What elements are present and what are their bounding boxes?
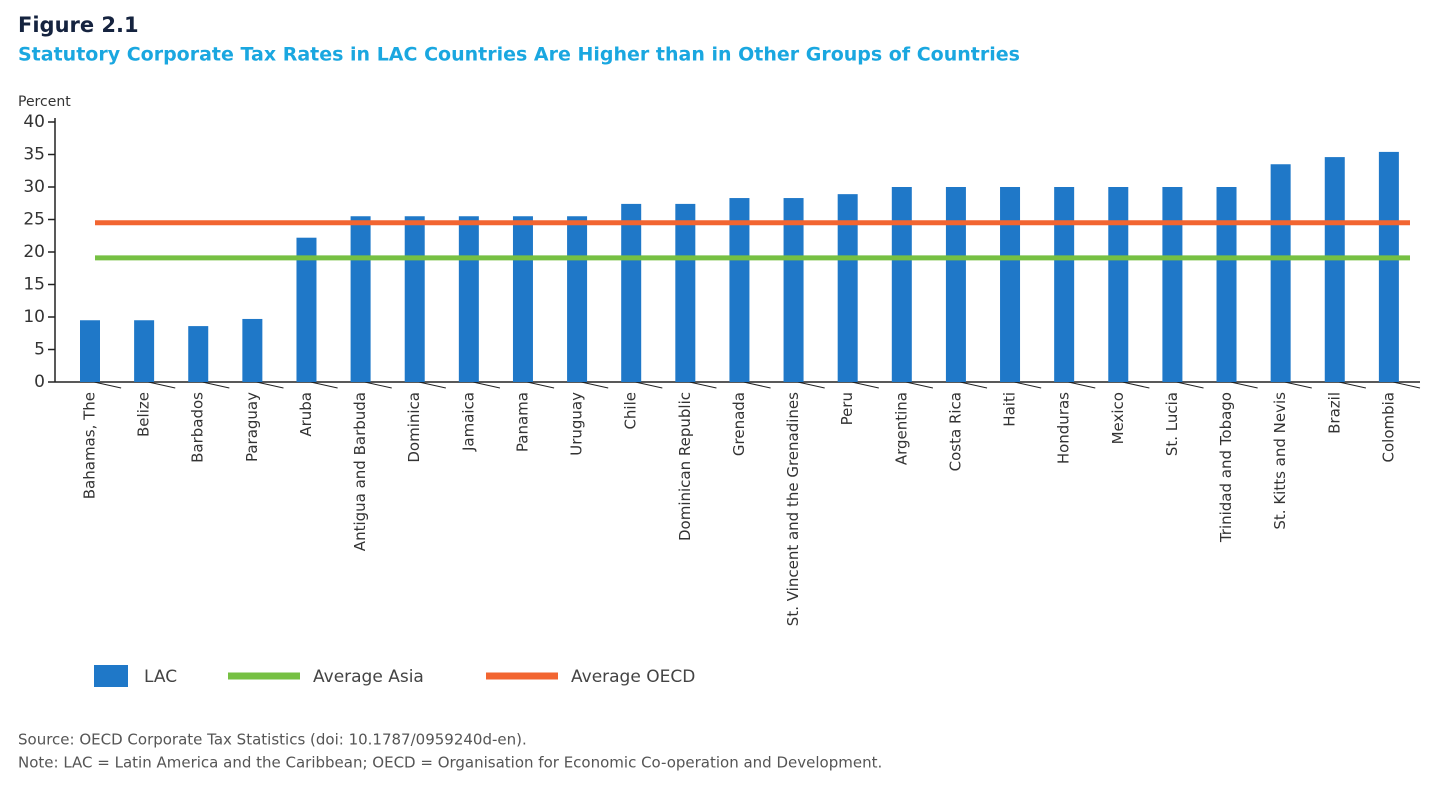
x-tick [526,381,555,389]
x-tick-label: Dominican Republic [676,392,694,541]
x-tick-label: St. Kitts and Nevis [1271,392,1289,530]
y-tick-label: 25 [23,210,45,230]
bar [945,187,966,382]
x-tick-label: Paraguay [243,392,261,462]
bar [1216,187,1237,382]
x-tick-label: Dominica [405,392,423,463]
x-tick-label: Antigua and Barbuda [351,392,369,551]
source: Source: OECD Corporate Tax Statistics (d… [18,731,527,749]
x-tick [1176,381,1204,389]
x-tick-label: Jamaica [459,392,477,452]
bar [242,318,263,382]
x-tick [905,381,934,389]
x-tick [202,381,230,389]
x-tick [418,381,446,389]
bar [1054,187,1075,382]
x-tick-label: St. Vincent and the Grenadines [784,392,802,626]
bar [675,203,696,382]
x-tick-label: Belize [135,392,153,437]
y-tick-label: 35 [23,145,45,165]
bar [1324,157,1345,382]
x-tick-label: Bahamas, The [81,392,99,499]
x-tick [148,381,176,389]
bar [567,216,588,382]
x-tick-label: Costa Rica [946,392,964,471]
bar [1162,187,1183,382]
x-tick [959,381,988,389]
x-tick-label: St. Lucia [1163,392,1181,456]
bar [1108,187,1129,382]
x-tick-label: Mexico [1109,392,1127,444]
x-tick-label: Panama [513,392,531,452]
x-tick-label: Barbados [189,392,207,463]
x-tick [310,381,338,389]
bar [404,216,425,382]
x-tick [797,381,825,389]
legend-label: LAC [144,667,177,687]
x-tick [1392,381,1421,389]
x-tick [364,381,392,389]
x-tick [635,381,663,389]
bar [621,203,642,382]
x-tick-label: Uruguay [568,392,586,456]
x-tick-label: Colombia [1379,392,1397,463]
y-tick-label: 0 [34,372,45,392]
x-tick-label: Honduras [1055,392,1073,464]
x-tick [1338,381,1366,389]
bar [837,194,858,382]
x-tick-label: Chile [622,392,640,430]
bar [80,320,100,382]
x-tick [1122,381,1150,389]
x-tick [743,381,771,389]
legend-label: Average Asia [313,667,424,687]
bar [729,198,750,382]
y-tick-label: 5 [34,340,45,360]
y-axis-label: Percent [18,94,71,110]
bar [1270,164,1291,382]
legend-label: Average OECD [571,667,695,687]
x-tick-label: Argentina [892,392,910,465]
y-tick-label: 15 [23,275,45,295]
bar [783,198,804,382]
x-tick [581,381,609,389]
bar [1000,187,1021,382]
y-tick-label: 40 [23,112,45,132]
x-tick [1068,381,1096,389]
bar [891,187,912,382]
bar [188,326,209,382]
x-tick [851,381,879,389]
y-tick-label: 20 [23,242,45,262]
x-tick [1230,381,1258,389]
x-tick [689,381,717,389]
figure-label: Figure 2.1 [18,13,139,37]
x-tick-label: Brazil [1325,392,1343,434]
x-tick-label: Grenada [730,392,748,456]
note: Note: LAC = Latin America and the Caribb… [18,754,882,772]
x-tick-label: Peru [838,392,856,425]
chart-title: Statutory Corporate Tax Rates in LAC Cou… [18,44,1020,66]
y-tick-label: 10 [23,307,45,327]
x-tick-label: Aruba [297,392,315,437]
x-tick-label: Haiti [1001,392,1019,427]
x-tick-label: Trinidad and Tobago [1217,392,1235,543]
x-tick [256,381,284,389]
bar [350,216,371,382]
x-tick [1284,381,1312,389]
y-tick-label: 30 [23,177,45,197]
bar [296,237,317,382]
x-tick [472,381,501,389]
bar [512,216,533,382]
bar [134,320,155,382]
bar [458,216,479,382]
bar [1378,151,1399,382]
x-tick [93,381,122,389]
x-tick [1013,381,1042,389]
legend-swatch [94,665,128,687]
